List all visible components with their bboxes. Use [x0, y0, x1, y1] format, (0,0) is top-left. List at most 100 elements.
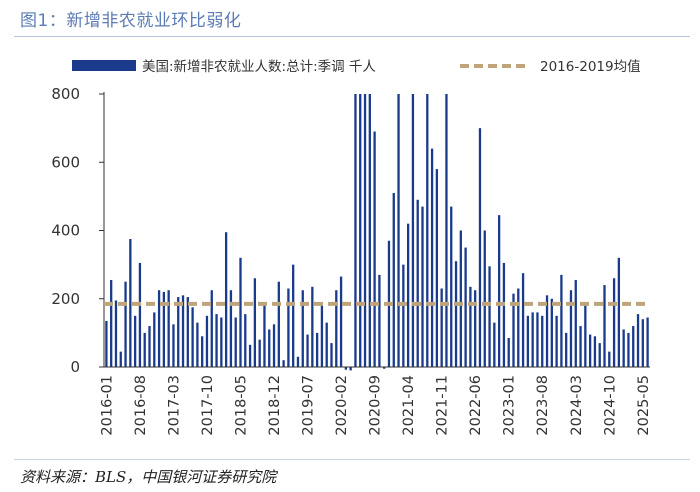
bar: [574, 279, 577, 367]
bar: [392, 192, 395, 367]
y-tick-label: 800: [51, 85, 80, 103]
bar: [560, 274, 563, 367]
bar: [569, 290, 573, 367]
bar: [402, 264, 405, 368]
bar: [287, 288, 290, 367]
bar: [555, 315, 558, 367]
bar: [450, 206, 453, 367]
bar: [277, 281, 280, 367]
bar: [124, 281, 127, 367]
bar: [181, 295, 185, 367]
bar: [541, 315, 544, 367]
x-tick-label: 2025-05: [636, 375, 652, 436]
bar: [138, 262, 142, 367]
bar: [268, 329, 271, 367]
bar: [521, 273, 525, 367]
bar: [416, 199, 419, 367]
x-tick-label: 2024-10: [602, 375, 618, 436]
bar: [411, 94, 415, 367]
x-tick-label: 2019-07: [301, 375, 317, 436]
bar: [129, 239, 132, 367]
bar: [632, 326, 635, 367]
bar: [263, 305, 266, 367]
bar: [335, 290, 338, 367]
x-tick-label: 2017-10: [200, 375, 216, 436]
x-tick-label: 2017-03: [166, 375, 182, 436]
bar: [646, 317, 649, 367]
y-tick-label: 0: [70, 358, 80, 376]
footer-divider: [14, 459, 690, 460]
bar: [296, 356, 300, 367]
x-tick-label: 2021-11: [435, 375, 451, 436]
bar: [598, 343, 601, 367]
bar: [157, 290, 161, 367]
x-tick-label: 2016-01: [99, 375, 115, 436]
bar: [229, 290, 233, 367]
bar: [469, 286, 472, 367]
bar: [177, 297, 180, 367]
bar: [167, 290, 170, 367]
bar: [641, 319, 644, 367]
bar: [315, 332, 319, 368]
y-tick-label: 400: [51, 222, 80, 240]
y-tick-label: 600: [51, 153, 80, 171]
bar: [627, 332, 630, 368]
bar: [435, 169, 439, 367]
x-tick-label: 2021-04: [401, 375, 417, 436]
bar: [617, 257, 621, 367]
bar: [536, 312, 539, 367]
bar: [397, 94, 400, 367]
title-divider: [14, 36, 690, 37]
bar: [421, 206, 424, 367]
bar: [526, 315, 530, 367]
bar: [239, 257, 242, 367]
bar: [565, 332, 568, 368]
bar: [483, 230, 486, 367]
bar: [196, 322, 199, 367]
bar: [406, 223, 410, 367]
bar: [497, 215, 501, 367]
bar: [622, 329, 625, 367]
bar: [282, 360, 285, 367]
bar: [339, 276, 343, 367]
x-tick-label: 2023-01: [502, 375, 518, 436]
bar: [325, 322, 328, 367]
bar: [220, 317, 223, 367]
bar: [445, 94, 448, 367]
bar: [579, 326, 582, 367]
bar: [292, 264, 295, 368]
bar: [186, 297, 189, 367]
bar: [359, 94, 362, 367]
legend-average-label: 2016-2019均值: [540, 59, 641, 75]
bar: [110, 279, 113, 367]
bar: [253, 278, 257, 367]
x-tick-label: 2020-09: [368, 375, 384, 436]
legend-bar-label: 美国:新增非农就业人数:总计:季调 千人: [142, 59, 376, 75]
bar: [531, 312, 534, 367]
x-axis: 2016-01 2016-08 2017-03 2017-10 2018-05 2018-…: [99, 366, 652, 436]
bar: [550, 298, 553, 367]
bar: [612, 278, 616, 367]
bar: [191, 307, 194, 367]
bar: [363, 94, 367, 367]
bar: [378, 274, 381, 367]
y-axis: 0 200 400 600 800: [51, 85, 105, 376]
bar: [440, 288, 443, 367]
legend: 美国:新增非农就业人数:总计:季调 千人 2016-2019均值: [72, 59, 641, 75]
bar: [172, 324, 175, 367]
bar: [474, 290, 477, 367]
bar: [105, 320, 108, 367]
bar: [430, 148, 434, 367]
bar: [493, 322, 496, 367]
bar: [373, 131, 376, 367]
bar: [344, 367, 348, 370]
bar: [258, 339, 261, 367]
bar: [320, 305, 324, 367]
x-tick-label: 2018-05: [234, 375, 250, 436]
bar: [234, 317, 237, 367]
bar: [114, 300, 118, 367]
bar-series: [105, 94, 649, 371]
bar: [205, 315, 209, 367]
bar: [478, 128, 482, 368]
bar: [201, 336, 204, 367]
